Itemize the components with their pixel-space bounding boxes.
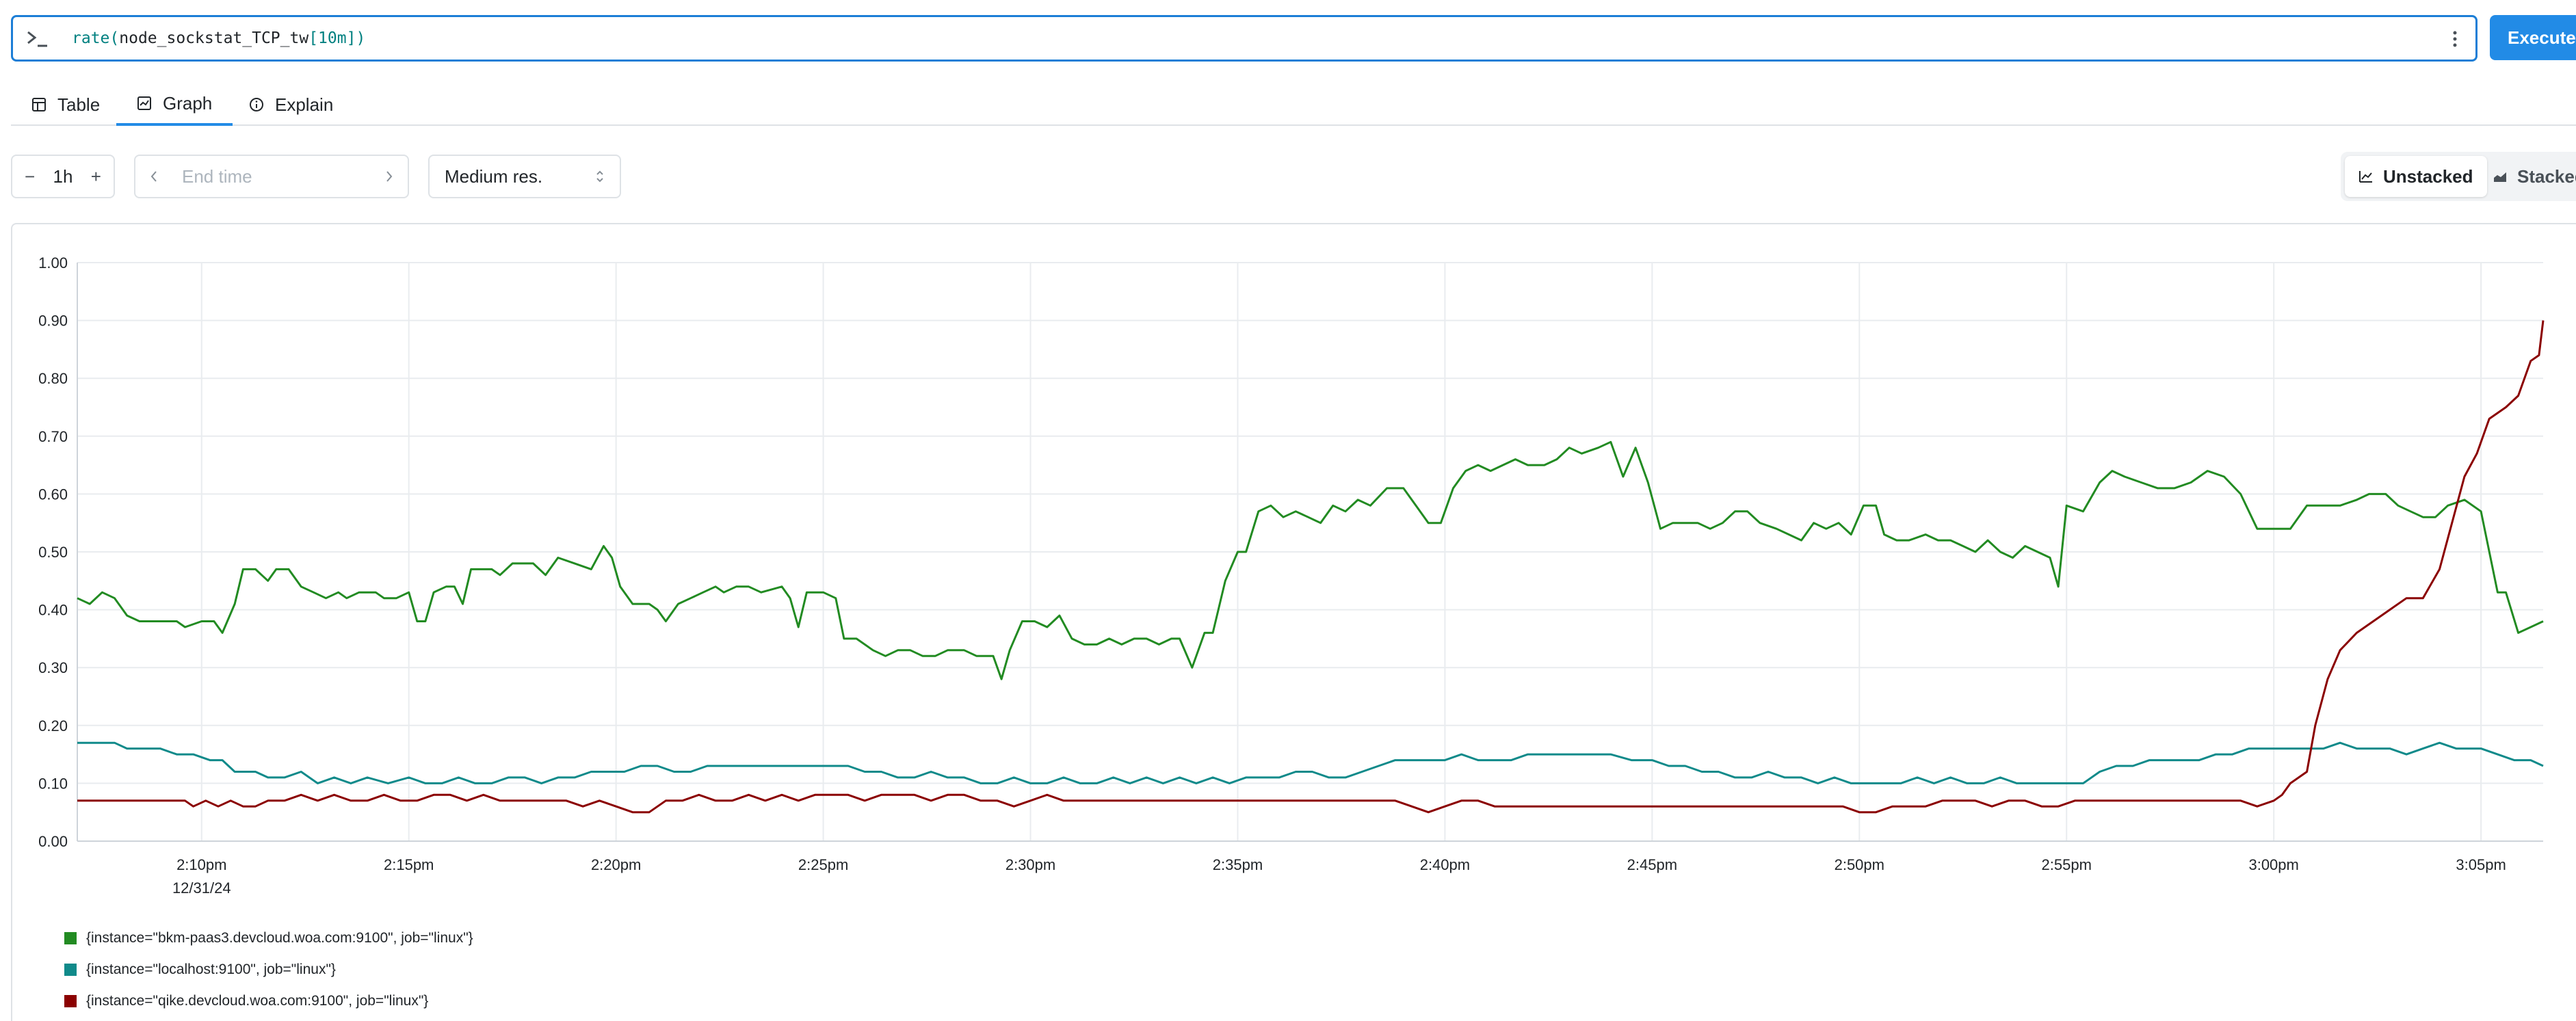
chevron-updown-icon: [596, 170, 603, 183]
view-tabs: Table Graph Explain: [11, 83, 2576, 126]
area-chart-icon: [2494, 172, 2506, 182]
time-series-chart[interactable]: 0.00 0.10 0.20 0.30 0.40 0.50 0.60 0.70 0.80 0.90…: [12, 224, 2576, 922]
y-tick-label: 0.90: [38, 313, 68, 330]
y-tick-label: 1.00: [38, 254, 68, 271]
query-range: [10m]: [308, 29, 356, 47]
range-increase-button[interactable]: +: [90, 165, 101, 187]
chevron-left-icon[interactable]: [149, 170, 159, 183]
stacked-option[interactable]: Stacked: [2479, 156, 2576, 197]
range-decrease-button[interactable]: −: [25, 165, 36, 187]
x-tick-label: 2:50pm: [1835, 856, 1884, 873]
legend-item[interactable]: {instance="localhost:9100", job="linux"}: [64, 959, 336, 980]
query-metric: node_sockstat_TCP_tw: [119, 29, 309, 47]
x-tick-label: 2:20pm: [591, 856, 641, 873]
y-tick-label: 0.00: [38, 833, 68, 850]
resolution-value: Medium res.: [445, 165, 543, 187]
y-tick-label: 0.80: [38, 370, 68, 387]
chevron-right-icon[interactable]: [384, 170, 394, 183]
legend-label: {instance="localhost:9100", job="linux"}: [86, 962, 336, 977]
series-line-1[interactable]: [77, 741, 2544, 784]
query-close-paren: ): [356, 29, 366, 47]
table-icon: [32, 98, 46, 111]
range-value[interactable]: 1h: [53, 165, 73, 187]
y-tick-label: 0.70: [38, 428, 68, 445]
more-options-icon[interactable]: [2448, 28, 2462, 50]
tab-graph-label: Graph: [163, 92, 213, 114]
tab-graph[interactable]: Graph: [116, 83, 233, 126]
y-tick-label: 0.40: [38, 602, 68, 619]
graph-icon: [137, 96, 151, 110]
info-icon: [250, 98, 263, 111]
terminal-prompt-icon: [27, 31, 47, 47]
legend-item[interactable]: {instance="qike.devcloud.woa.com:9100", …: [64, 991, 428, 1011]
y-tick-label: 0.10: [38, 775, 68, 792]
range-control: − 1h +: [11, 155, 115, 198]
graph-panel: 0.00 0.10 0.20 0.30 0.40 0.50 0.60 0.70 0.80 0.90…: [11, 223, 2576, 1021]
unstacked-label: Unstacked: [2383, 165, 2473, 187]
x-tick-label: 2:45pm: [1627, 856, 1677, 873]
query-open-paren: (: [109, 29, 120, 47]
legend-swatch: [64, 932, 77, 944]
query-expression[interactable]: rate(node_sockstat_TCP_tw[10m]): [72, 29, 365, 47]
x-tick-label: 2:40pm: [1420, 856, 1470, 873]
series-line-0[interactable]: [77, 440, 2544, 680]
x-tick-label: 2:10pm: [176, 856, 226, 873]
y-tick-label: 0.50: [38, 544, 68, 561]
x-tick-label: 2:25pm: [798, 856, 848, 873]
tab-explain[interactable]: Explain: [249, 83, 333, 126]
tab-table-label: Table: [57, 94, 101, 115]
execute-button[interactable]: Execute: [2490, 15, 2576, 60]
query-function: rate: [72, 29, 110, 47]
legend-swatch: [64, 995, 77, 1007]
end-time-input[interactable]: End time: [134, 155, 409, 198]
x-tick-label: 2:35pm: [1213, 856, 1263, 873]
stacked-label: Stacked: [2517, 165, 2576, 187]
resolution-select[interactable]: Medium res.: [428, 155, 621, 198]
tab-explain-label: Explain: [275, 94, 334, 115]
line-chart-icon: [2359, 171, 2372, 183]
legend-item[interactable]: {instance="bkm-paas3.devcloud.woa.com:91…: [64, 928, 473, 949]
legend-label: {instance="bkm-paas3.devcloud.woa.com:91…: [86, 930, 473, 946]
unstacked-option[interactable]: Unstacked: [2345, 156, 2487, 197]
x-tick-label: 2:15pm: [384, 856, 434, 873]
query-input[interactable]: rate(node_sockstat_TCP_tw[10m]): [11, 15, 2478, 62]
y-tick-label: 0.20: [38, 717, 68, 734]
legend-label: {instance="qike.devcloud.woa.com:9100", …: [86, 993, 429, 1009]
x-tick-label: 2:30pm: [1006, 856, 1055, 873]
x-tick-date-label: 12/31/24: [172, 879, 231, 897]
y-tick-label: 0.60: [38, 486, 68, 503]
y-tick-label: 0.30: [38, 659, 68, 676]
x-tick-label: 2:55pm: [2042, 856, 2092, 873]
end-time-placeholder: End time: [182, 165, 252, 187]
tab-table[interactable]: Table: [31, 83, 100, 126]
x-tick-label: 3:05pm: [2456, 856, 2506, 873]
legend-swatch: [64, 964, 77, 976]
stacking-toggle: Unstacked Stacked: [2341, 152, 2576, 201]
x-tick-label: 3:00pm: [2248, 856, 2298, 873]
series-line-2[interactable]: [77, 320, 2545, 814]
